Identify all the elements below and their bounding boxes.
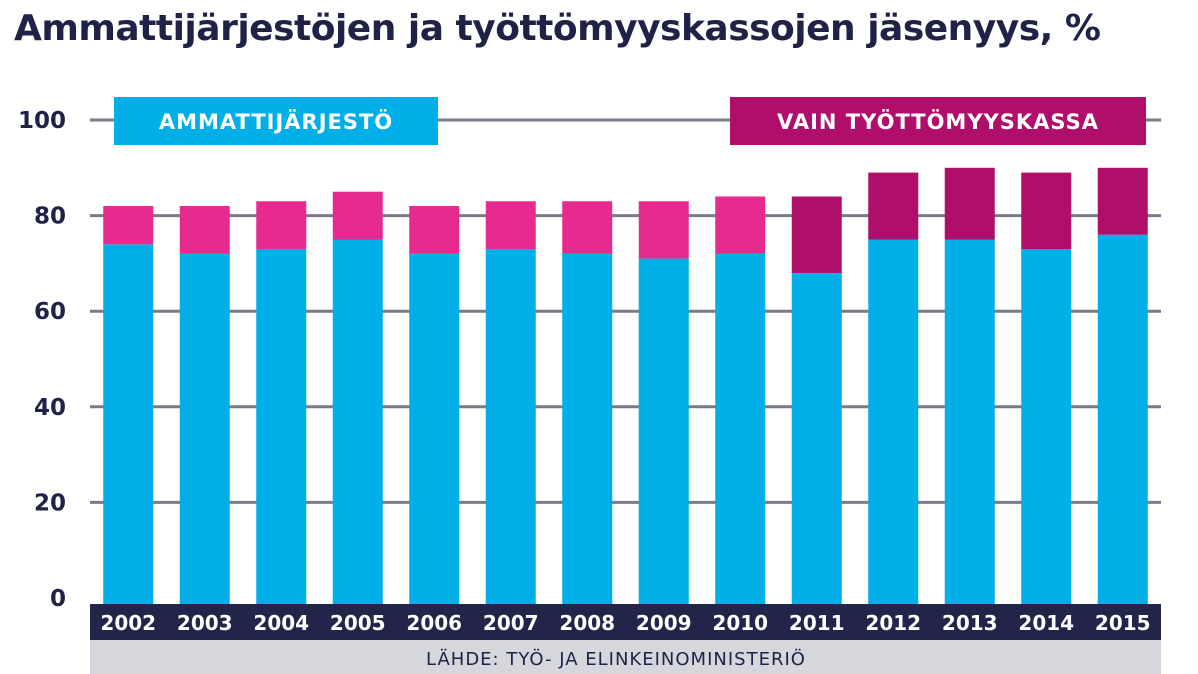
bar-kassa-2006 [409, 206, 460, 254]
bar-union-2012 [868, 239, 919, 604]
y-tick-label: 40 [34, 395, 66, 421]
x-tick-label: 2002 [100, 611, 156, 635]
bar-union-2007 [485, 249, 536, 604]
source-note: LÄHDE: TYÖ- JA ELINKEINOMINISTERIÖ [426, 648, 806, 670]
chart-title: Ammattijärjestöjen ja työttömyyskassojen… [14, 8, 1101, 49]
bar-union-2003 [179, 253, 230, 604]
bars [103, 167, 1148, 604]
bar-kassa-2014 [1021, 172, 1072, 250]
bar-kassa-2003 [179, 206, 230, 254]
y-tick-label: 60 [34, 299, 66, 325]
bar-kassa-2007 [485, 201, 536, 250]
bar-kassa-2008 [562, 201, 613, 254]
x-tick-label: 2015 [1095, 611, 1151, 635]
bar-union-2006 [409, 253, 460, 604]
bar-union-2008 [562, 253, 613, 604]
bar-union-2013 [944, 239, 995, 604]
x-tick-label: 2007 [483, 611, 539, 635]
bar-kassa-2013 [944, 167, 995, 240]
x-tick-label: 2011 [789, 611, 845, 635]
bar-kassa-2005 [332, 191, 383, 240]
bar-union-2010 [715, 253, 766, 604]
legend-label-union: AMMATTIJÄRJESTÖ [159, 109, 393, 134]
bar-kassa-2009 [638, 201, 689, 259]
x-tick-label: 2004 [253, 611, 309, 635]
source-band [90, 640, 1161, 674]
x-tick-label: 2014 [1018, 611, 1074, 635]
bar-kassa-2004 [256, 201, 307, 250]
y-tick-label: 100 [18, 108, 66, 134]
legend-swatch-union [114, 97, 438, 145]
legend: AMMATTIJÄRJESTÖ VAIN TYÖTTÖMYYSKASSA [114, 97, 1146, 145]
x-tick-label: 2006 [406, 611, 462, 635]
bar-union-2005 [332, 239, 383, 604]
x-tick-label: 2012 [865, 611, 921, 635]
bar-kassa-2015 [1097, 167, 1148, 235]
y-tick-label: 0 [50, 586, 66, 612]
x-tick-label: 2003 [177, 611, 233, 635]
bar-union-2009 [638, 258, 689, 604]
y-axis-ticks: 0 20 40 60 80 100 [18, 108, 66, 612]
bar-kassa-2012 [868, 172, 919, 240]
x-tick-label: 2009 [636, 611, 692, 635]
x-tick-label: 2005 [330, 611, 386, 635]
y-tick-label: 80 [34, 204, 66, 230]
x-tick-label: 2010 [712, 611, 768, 635]
x-tick-label: 2008 [559, 611, 615, 635]
bar-union-2011 [791, 272, 842, 604]
bar-union-2015 [1097, 234, 1148, 604]
x-tick-label: 2013 [942, 611, 998, 635]
y-tick-label: 20 [34, 490, 66, 516]
x-axis-ticks: 2002 2003 2004 2005 2006 2007 2008 2009 2010 2011… [100, 611, 1150, 635]
bar-union-2014 [1021, 249, 1072, 604]
legend-label-kassa: VAIN TYÖTTÖMYYSKASSA [777, 109, 1099, 134]
bar-kassa-2002 [103, 206, 154, 245]
x-axis-band [90, 604, 1161, 640]
gridlines [90, 118, 1161, 504]
bar-kassa-2010 [715, 196, 766, 254]
legend-swatch-kassa [730, 97, 1146, 145]
bar-kassa-2011 [791, 196, 842, 273]
bar-union-2002 [103, 244, 154, 604]
bar-union-2004 [256, 249, 307, 604]
